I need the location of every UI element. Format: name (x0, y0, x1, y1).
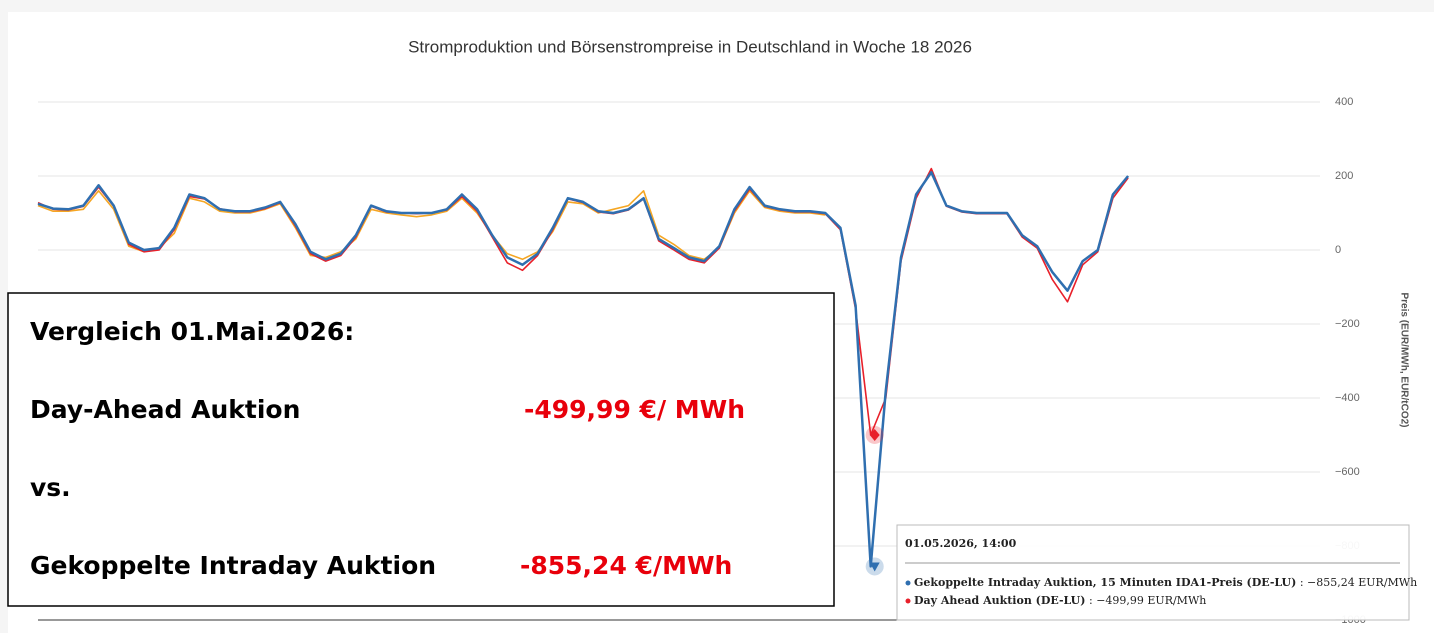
annotation-frame (7, 292, 835, 607)
point-marker (869, 428, 880, 441)
y-tick-label: −600 (1335, 466, 1360, 478)
y-tick-label: 0 (1335, 244, 1341, 256)
annotation-label: Day-Ahead Auktion (30, 395, 300, 424)
annotation-box: Vergleich 01.Mai.2026: Day-Ahead Auktion… (7, 292, 835, 607)
y-tick-label: 400 (1335, 96, 1353, 108)
series-line (37, 190, 826, 261)
point-marker (869, 562, 880, 572)
annotation-value: -499,99 €/ MWh (524, 395, 745, 424)
tooltip-frame (896, 524, 1410, 621)
y-axis-title: Preis (EUR/MWh, EUR/tCO2) (1398, 292, 1409, 427)
tooltip-value: −499,99 EUR/MWh (1096, 594, 1206, 607)
annotation-heading: Vergleich 01.Mai.2026: (30, 317, 354, 346)
tooltip-title: 01.05.2026, 14:00 (905, 537, 1017, 550)
svg-text:Gekoppelte Intraday Auktion, 1: Gekoppelte Intraday Auktion, 15 Minuten … (914, 576, 1417, 589)
annotation-label: Gekoppelte Intraday Auktion (30, 551, 436, 580)
annotation-separator: vs. (30, 473, 71, 502)
svg-text:Day Ahead Auktion (DE-LU) : −4: Day Ahead Auktion (DE-LU) : −499,99 EUR/… (914, 594, 1206, 607)
series-line (37, 171, 1130, 568)
tooltip-bullet (905, 598, 911, 604)
plot (37, 167, 1130, 576)
annotation-value: -855,24 €/MWh (520, 551, 732, 580)
y-tick-label: 200 (1335, 170, 1353, 182)
tooltip-series: Gekoppelte Intraday Auktion, 15 Minuten … (914, 576, 1296, 589)
y-tick-label: −400 (1335, 392, 1360, 404)
y-tick-label: −200 (1335, 318, 1360, 330)
tooltip-value: −855,24 EUR/MWh (1307, 576, 1417, 589)
tooltip-bullet (905, 580, 911, 586)
tooltip: 01.05.2026, 14:00 Gekoppelte Intraday Au… (896, 524, 1417, 621)
chart-title: Stromproduktion und Börsenstrompreise in… (408, 37, 972, 56)
tooltip-series: Day Ahead Auktion (DE-LU) (914, 594, 1085, 607)
